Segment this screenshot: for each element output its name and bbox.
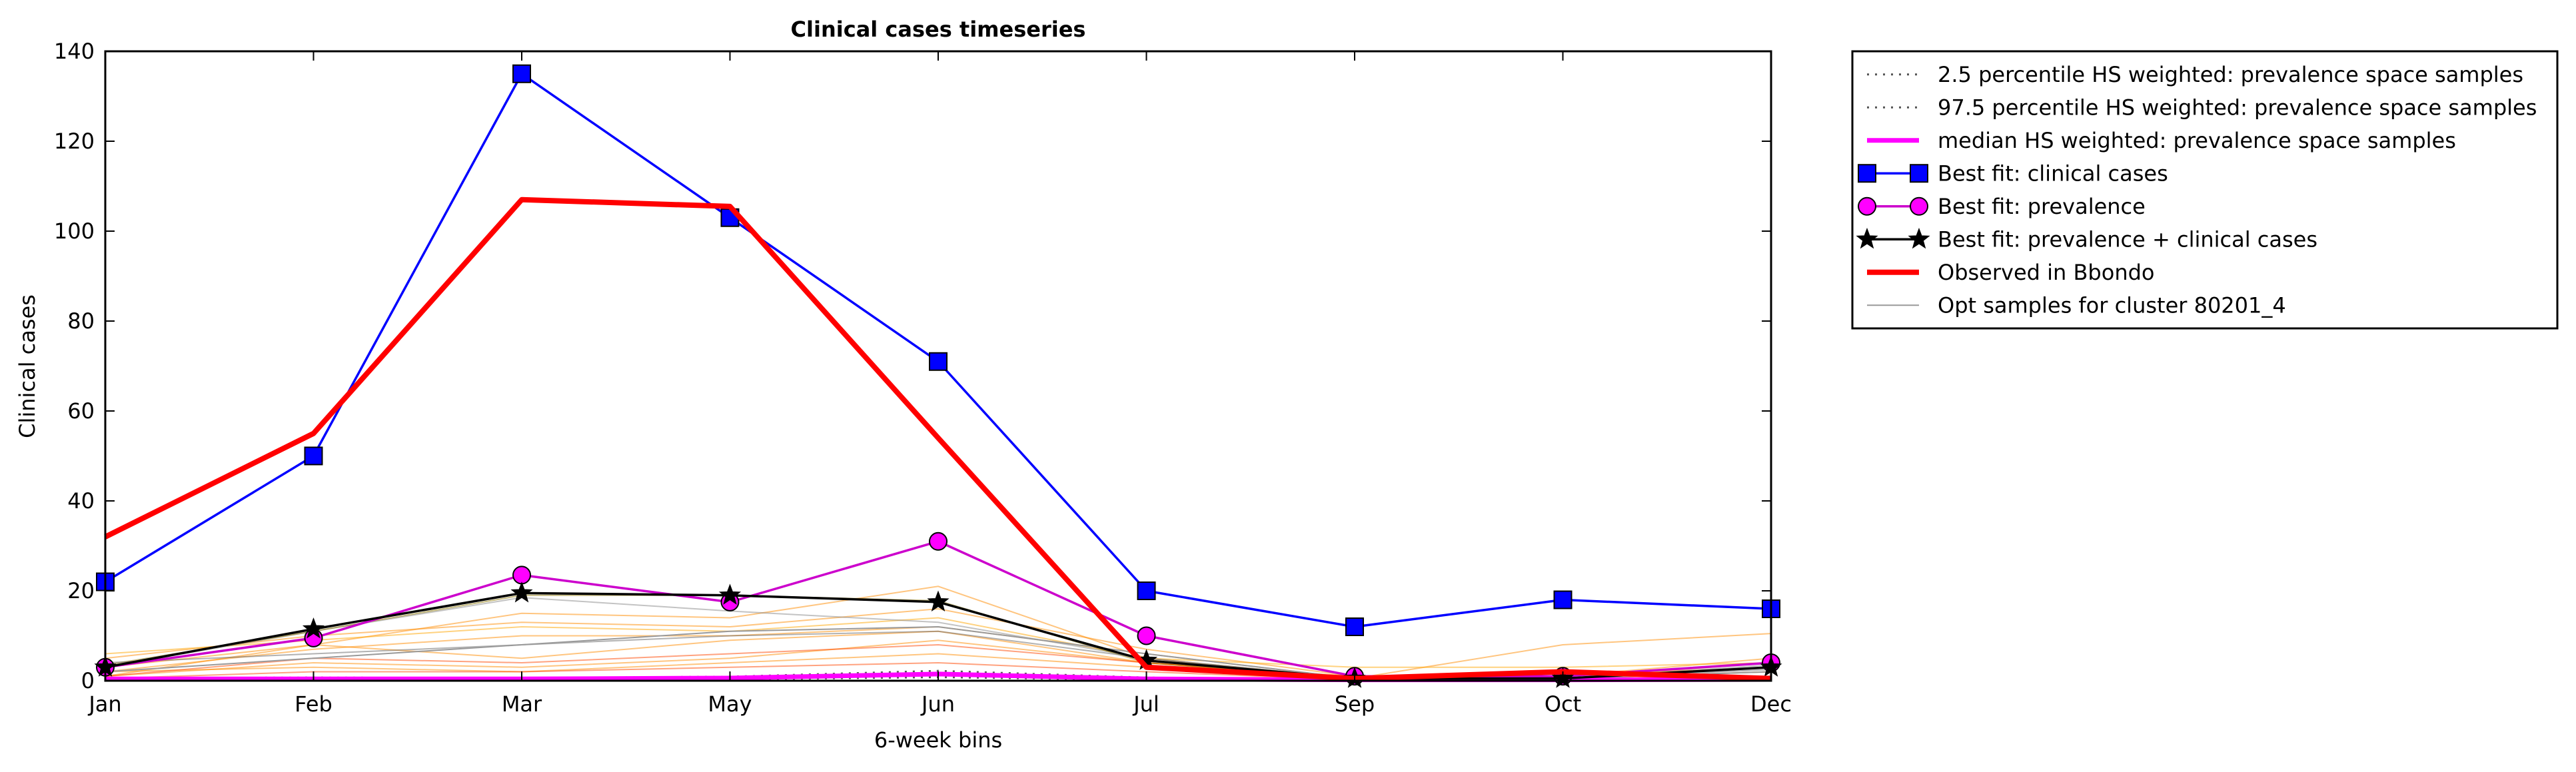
x-axis-label: 6-week bins	[874, 727, 1002, 753]
series-6-point-3	[510, 581, 533, 603]
legend-label-6: Best fit: prevalence + clinical cases	[1938, 226, 2317, 252]
legend-label-8: Opt samples for cluster 80201_4	[1938, 292, 2286, 318]
legend-label-3: median HS weighted: prevalence space sam…	[1938, 128, 2456, 153]
series-5-point-5	[929, 532, 948, 551]
x-tick-label-4: May	[708, 691, 752, 717]
x-tick-label-7: Sep	[1335, 691, 1375, 717]
x-tick-label-3: Mar	[502, 691, 542, 717]
series-6-point-2	[302, 617, 325, 639]
chart-title: Clinical cases timeseries	[791, 17, 1086, 42]
legend-marker-start-4	[1858, 164, 1876, 183]
legend-label-2: 97.5 percentile HS weighted: prevalence …	[1938, 95, 2537, 120]
series-5-point-6	[1137, 626, 1156, 645]
legend-label-4: Best fit: clinical cases	[1938, 161, 2168, 186]
series-4-point-2	[304, 446, 323, 466]
x-tick-label-8: Oct	[1545, 691, 1581, 717]
sample-line-9	[105, 617, 1772, 668]
axis-ticks: 0 20 40 60 80 100 120 140 Jan Feb Mar May Jun Jul Sep O…	[54, 39, 1792, 717]
series-5-point-3	[512, 566, 531, 585]
legend-marker-end-5	[1910, 196, 1928, 216]
y-tick-label-2: 20	[67, 578, 95, 603]
series-line-2	[105, 669, 1772, 681]
y-tick-label-4: 60	[67, 398, 95, 424]
x-tick-label-9: Dec	[1750, 691, 1792, 717]
series-4-point-6	[1137, 581, 1156, 600]
legend-marker-end-6	[1908, 227, 1930, 249]
legend-marker-end-4	[1910, 164, 1928, 183]
x-tick-label-2: Feb	[295, 691, 332, 717]
legend-label-7: Observed in Bbondo	[1938, 260, 2154, 285]
y-tick-label-8: 140	[54, 39, 95, 64]
x-tick-label-5: Jun	[920, 691, 955, 717]
sample-line-1	[105, 585, 1772, 679]
legend-label-5: Best fit: prevalence	[1938, 194, 2146, 219]
x-tick-label-6: Jul	[1132, 691, 1159, 717]
y-tick-label-7: 120	[54, 129, 95, 154]
legend-marker-start-6	[1856, 227, 1878, 249]
series-4-point-5	[929, 352, 948, 371]
y-tick-label-3: 40	[67, 488, 95, 514]
series-6-point-4	[718, 583, 742, 605]
series-6-point-5	[927, 590, 950, 611]
x-tick-label-1: Jan	[87, 691, 121, 717]
series-line-7	[104, 196, 1772, 681]
series-4-point-8	[1553, 590, 1573, 609]
y-axis-label: Clinical cases	[15, 294, 40, 438]
series-4-point-7	[1345, 617, 1364, 636]
series-4-point-3	[512, 64, 531, 83]
legend-box	[1851, 50, 2559, 330]
y-tick-label-5: 80	[67, 308, 95, 334]
y-tick-label-1: 0	[81, 668, 95, 693]
y-tick-label-6: 100	[54, 218, 95, 244]
legend: 2.5 percentile HS weighted: prevalence s…	[1851, 50, 2559, 330]
legend-marker-start-5	[1858, 196, 1876, 216]
legend-label-1: 2.5 percentile HS weighted: prevalence s…	[1938, 62, 2523, 87]
